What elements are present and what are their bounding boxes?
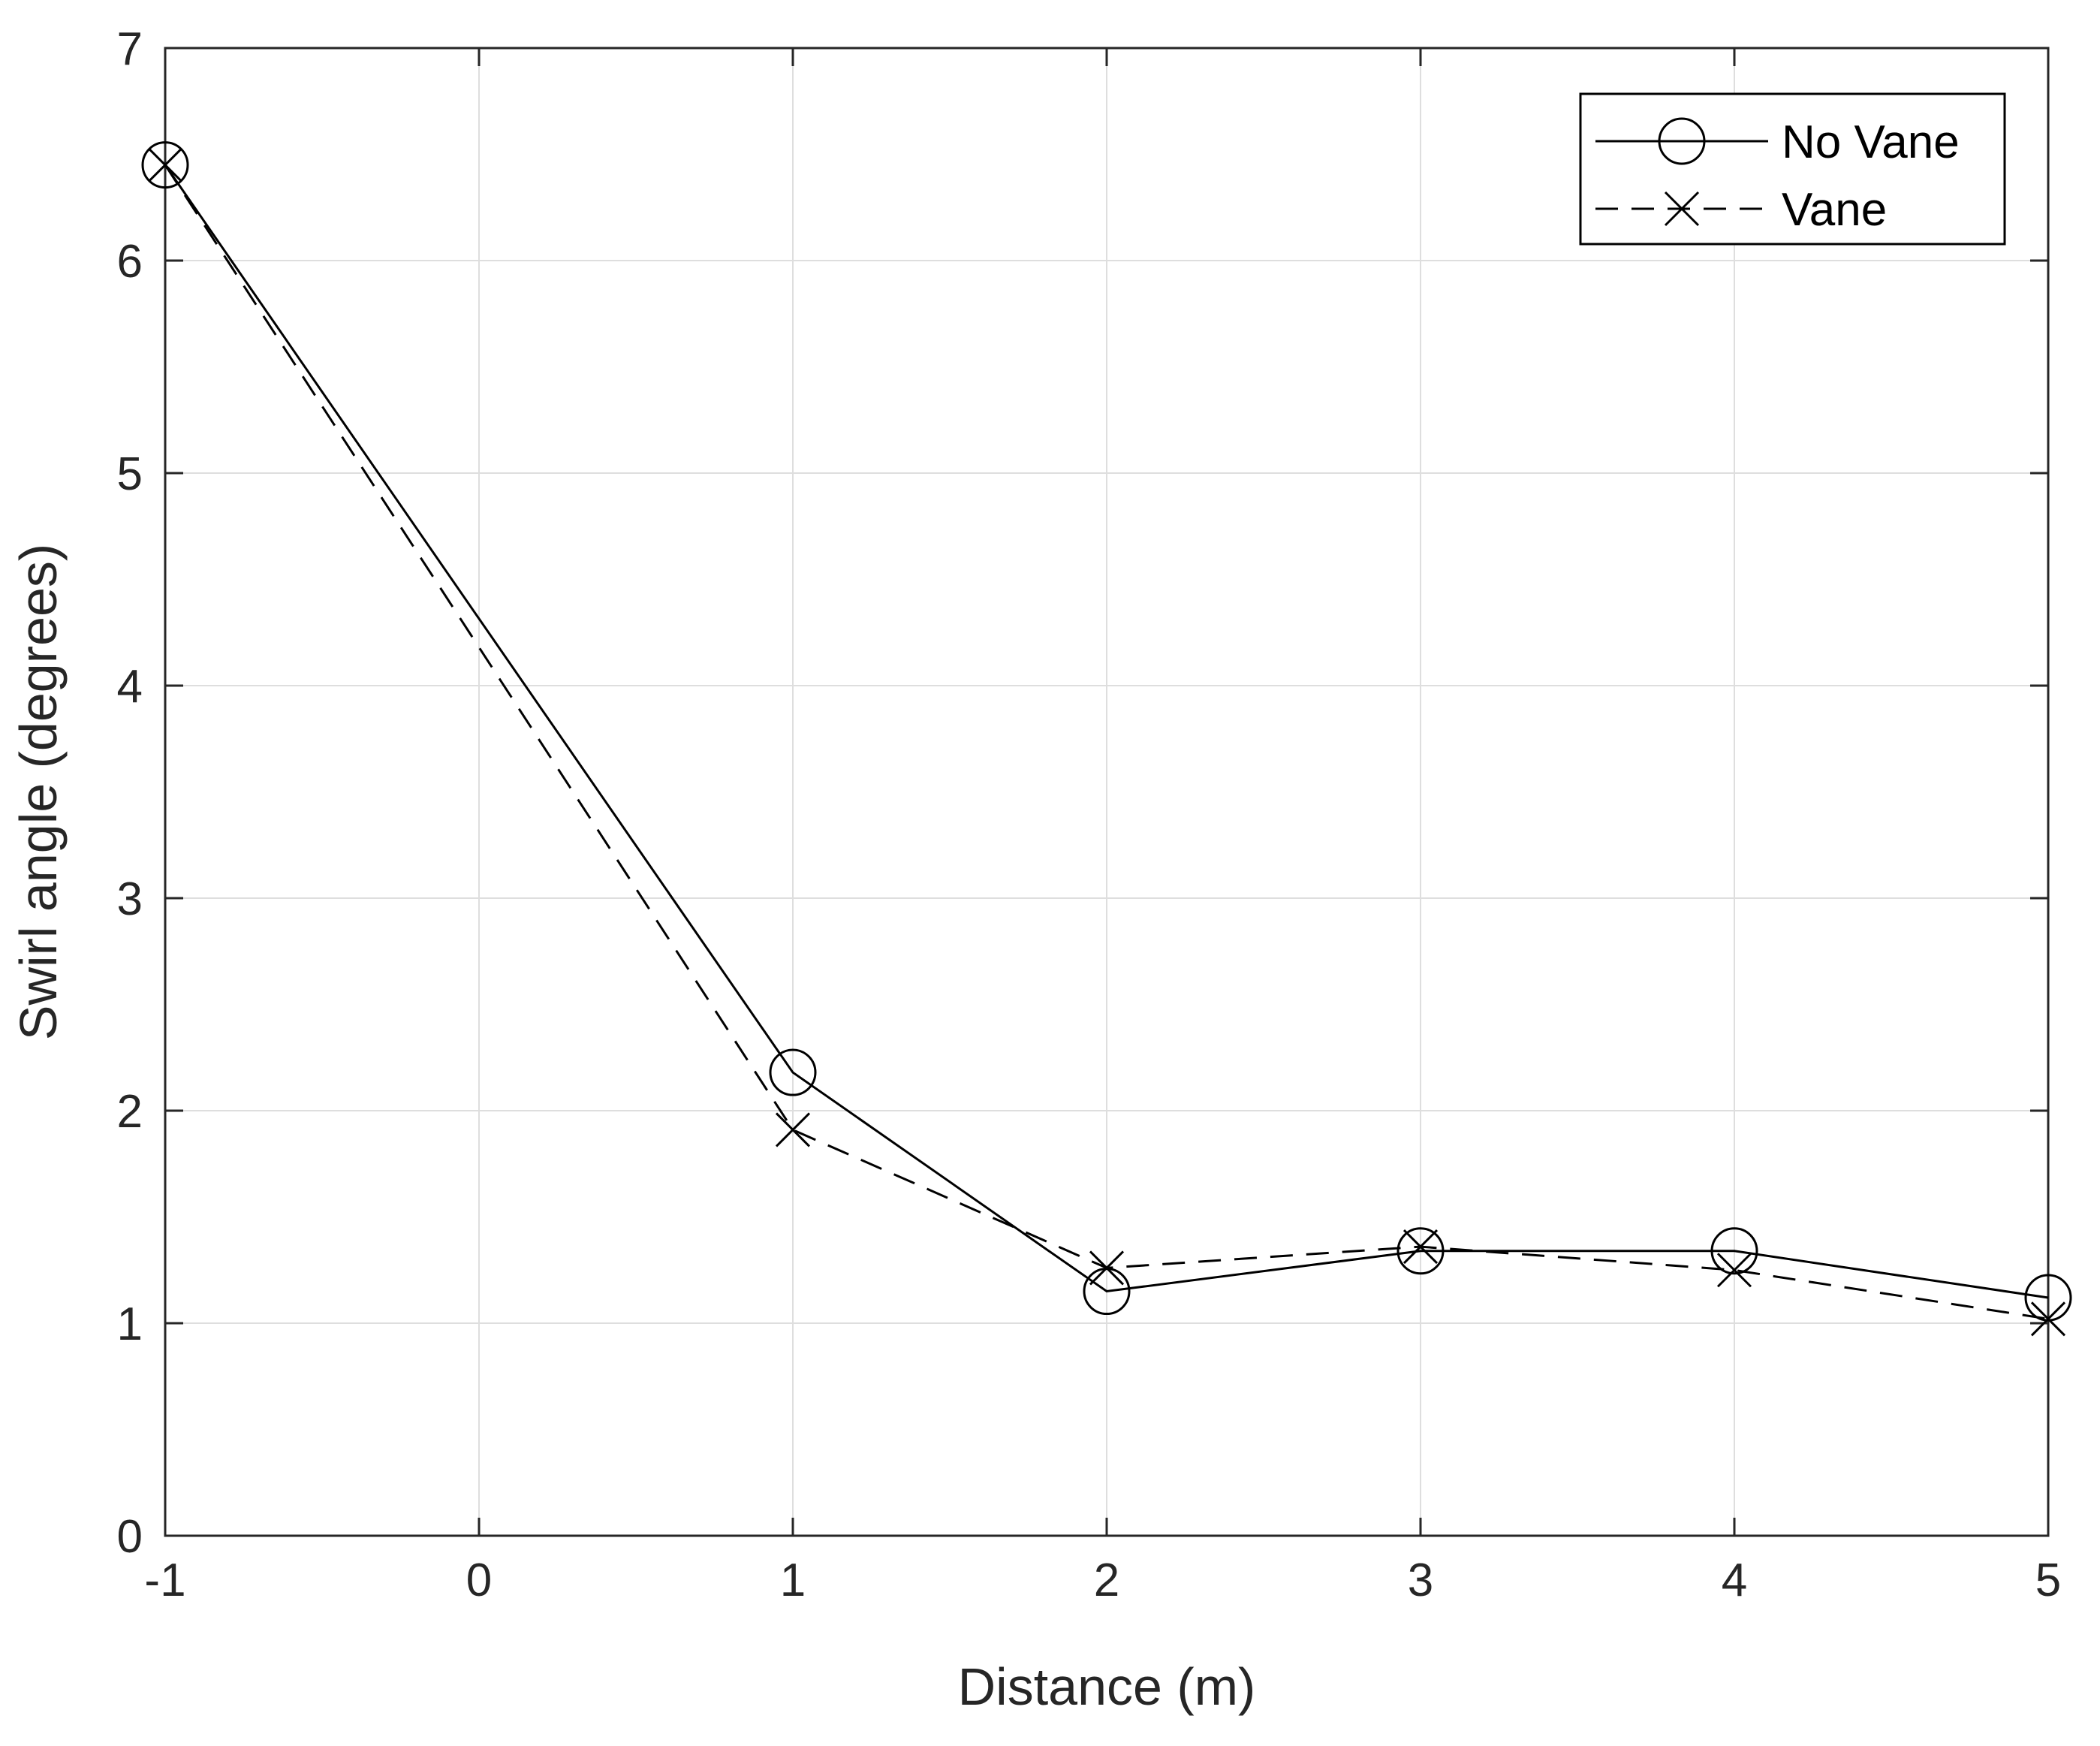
x-tick-label: 4 bbox=[1722, 1555, 1747, 1606]
legend-label-no-vane: No Vane bbox=[1782, 116, 1960, 168]
y-tick-label: 0 bbox=[117, 1511, 143, 1563]
legend-marker-x bbox=[1664, 191, 1700, 227]
x-marker-stroke bbox=[1089, 1250, 1125, 1286]
legend-marker-circle bbox=[1658, 117, 1706, 165]
series-no-vane bbox=[141, 141, 2072, 1322]
x-tick-label: 2 bbox=[1094, 1555, 1119, 1606]
y-tick-label: 4 bbox=[117, 661, 143, 713]
y-tick-label: 5 bbox=[117, 448, 143, 500]
legend-label-vane: Vane bbox=[1782, 184, 1887, 236]
series-vane bbox=[147, 147, 2066, 1337]
series-layer bbox=[141, 141, 2072, 1337]
data-point-circle bbox=[1710, 1227, 1758, 1275]
y-tick-label: 6 bbox=[117, 236, 143, 288]
legend: No Vane Vane bbox=[1579, 92, 2006, 246]
x-marker-stroke bbox=[1664, 191, 1700, 227]
series-line bbox=[164, 164, 2049, 1299]
y-axis-label: Swirl angle (degrees) bbox=[9, 544, 68, 1040]
data-point-x bbox=[147, 147, 183, 182]
x-marker-stroke bbox=[775, 1112, 811, 1147]
x-marker-stroke bbox=[147, 147, 183, 182]
data-point-x bbox=[1716, 1253, 1752, 1288]
x-marker-stroke bbox=[1403, 1229, 1439, 1265]
y-tick-label: 2 bbox=[117, 1086, 143, 1138]
data-point-circle bbox=[769, 1048, 817, 1096]
data-point-x bbox=[1089, 1250, 1125, 1286]
series-line bbox=[164, 164, 2049, 1320]
data-point-x bbox=[775, 1112, 811, 1147]
data-point-circle bbox=[141, 141, 189, 189]
x-tick-label: 3 bbox=[1408, 1555, 1433, 1606]
y-tick-label: 3 bbox=[117, 873, 143, 925]
legend-box bbox=[1579, 92, 2006, 246]
data-point-x bbox=[2030, 1301, 2066, 1337]
y-tick-label: 7 bbox=[117, 23, 143, 75]
x-tick-label: 5 bbox=[2035, 1555, 2061, 1606]
x-marker-stroke bbox=[1716, 1253, 1752, 1288]
x-tick-label: 1 bbox=[780, 1555, 806, 1606]
x-marker-stroke bbox=[2030, 1301, 2066, 1337]
x-axis-label: Distance (m) bbox=[958, 1657, 1256, 1716]
data-point-circle bbox=[1396, 1227, 1445, 1275]
axes bbox=[164, 47, 2050, 1537]
y-tick-label: 1 bbox=[117, 1298, 143, 1350]
x-tick-label: 0 bbox=[466, 1555, 492, 1606]
data-point-x bbox=[1403, 1229, 1439, 1265]
x-tick-label: -1 bbox=[144, 1555, 185, 1606]
